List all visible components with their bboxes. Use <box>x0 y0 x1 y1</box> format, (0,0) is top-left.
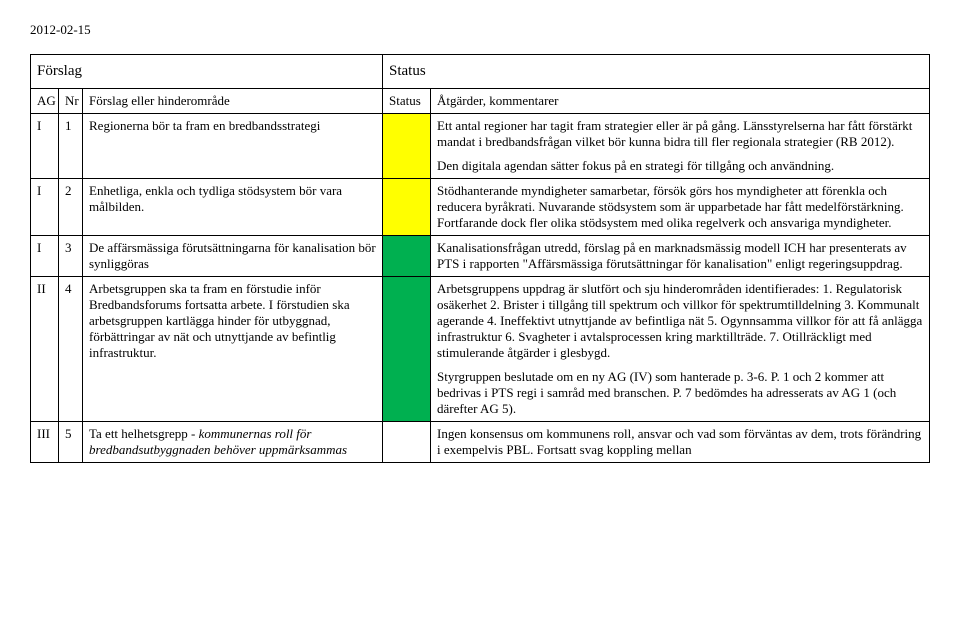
cell-ag: III <box>31 422 59 463</box>
cell-atgard: Ingen konsensus om kommunens roll, ansva… <box>431 422 930 463</box>
col-header-ag: AG <box>31 89 59 114</box>
table-row: II 4 Arbetsgruppen ska ta fram en förstu… <box>31 277 930 422</box>
cell-nr: 5 <box>59 422 83 463</box>
cell-forslag: Regionerna bör ta fram en bredbandsstrat… <box>83 114 383 179</box>
col-header-nr: Nr <box>59 89 83 114</box>
cell-atgard: Stödhanterande myndigheter samarbetar, f… <box>431 179 930 236</box>
cell-nr: 3 <box>59 236 83 277</box>
cell-status <box>383 114 431 179</box>
table-sub-header: AG Nr Förslag eller hinderområde Status … <box>31 89 930 114</box>
cell-forslag: Enhetliga, enkla och tydliga stödsystem … <box>83 179 383 236</box>
header-status: Status <box>383 55 930 89</box>
cell-forslag: De affärsmässiga förutsättningarna för k… <box>83 236 383 277</box>
cell-ag: I <box>31 179 59 236</box>
cell-status <box>383 277 431 422</box>
atgard-paragraph: Arbetsgruppens uppdrag är slutfört och s… <box>437 281 923 361</box>
col-header-status: Status <box>383 89 431 114</box>
cell-atgard: Arbetsgruppens uppdrag är slutfört och s… <box>431 277 930 422</box>
proposal-status-table: Förslag Status AG Nr Förslag eller hinde… <box>30 54 930 463</box>
atgard-paragraph: Ett antal regioner har tagit fram strate… <box>437 118 923 150</box>
cell-atgard: Kanalisationsfrågan utredd, förslag på e… <box>431 236 930 277</box>
table-row: I 2 Enhetliga, enkla och tydliga stödsys… <box>31 179 930 236</box>
table-row: I 1 Regionerna bör ta fram en bredbandss… <box>31 114 930 179</box>
cell-forslag: Arbetsgruppen ska ta fram en förstudie i… <box>83 277 383 422</box>
col-header-forslag: Förslag eller hinderområde <box>83 89 383 114</box>
cell-status <box>383 422 431 463</box>
atgard-paragraph: Den digitala agendan sätter fokus på en … <box>437 158 923 174</box>
cell-ag: II <box>31 277 59 422</box>
cell-nr: 4 <box>59 277 83 422</box>
cell-atgard: Ett antal regioner har tagit fram strate… <box>431 114 930 179</box>
table-row: I 3 De affärsmässiga förutsättningarna f… <box>31 236 930 277</box>
cell-forslag: Ta ett helhetsgrepp - kommunernas roll f… <box>83 422 383 463</box>
cell-ag: I <box>31 236 59 277</box>
cell-ag: I <box>31 114 59 179</box>
document-date: 2012-02-15 <box>30 22 930 38</box>
table-row: III 5 Ta ett helhetsgrepp - kommunernas … <box>31 422 930 463</box>
table-main-header: Förslag Status <box>31 55 930 89</box>
header-forslag: Förslag <box>31 55 383 89</box>
cell-nr: 1 <box>59 114 83 179</box>
atgard-paragraph: Styrgruppen beslutade om en ny AG (IV) s… <box>437 369 923 417</box>
cell-status <box>383 236 431 277</box>
cell-status <box>383 179 431 236</box>
forslag-text: Ta ett helhetsgrepp - <box>89 426 199 441</box>
col-header-atgard: Åtgärder, kommentarer <box>431 89 930 114</box>
cell-nr: 2 <box>59 179 83 236</box>
